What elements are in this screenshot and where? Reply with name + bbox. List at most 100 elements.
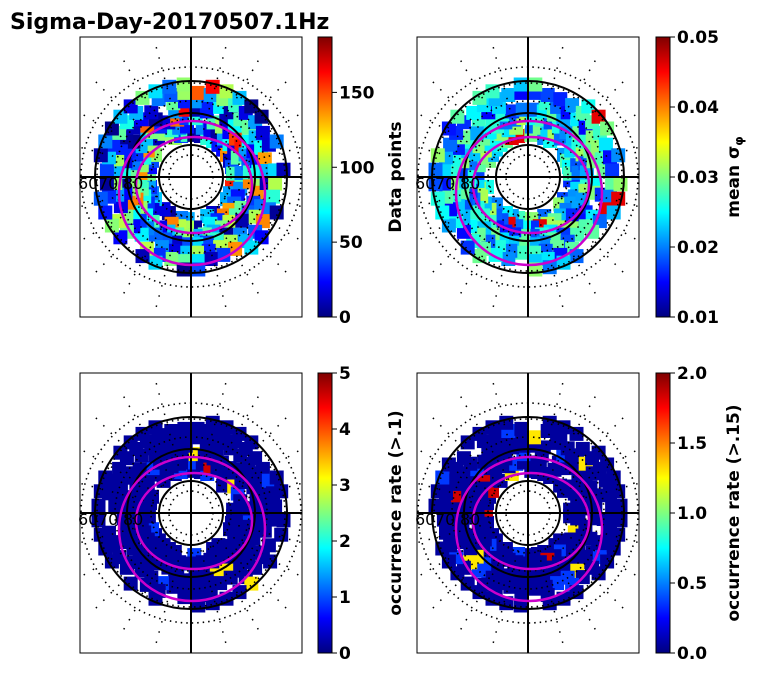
colorbar: 0.01 0.02 0.03 0.04 0.05 mean σφ: [655, 28, 746, 328]
colorbar-tick-label: 0.01: [677, 308, 719, 328]
colorbar-gradient: [655, 372, 671, 654]
oval-outer-contour: [454, 455, 604, 603]
latitude-label: 70: [98, 174, 118, 193]
colorbar-tick-label: 0.5: [677, 574, 707, 594]
heatmap-cell: [605, 163, 620, 178]
heatmap-cell: [456, 224, 471, 239]
colorbar: 0 50 100 150 Data points: [317, 36, 406, 328]
heatmap-cell: [592, 214, 607, 229]
heatmap-cell: [248, 451, 263, 466]
heatmap-cell: [113, 230, 128, 245]
heatmap-cell: [556, 420, 571, 435]
heatmap-cell: [600, 121, 615, 136]
heatmap-cell: [232, 585, 247, 600]
heatmap-cell: [435, 541, 450, 556]
heatmap-cell: [232, 426, 247, 441]
heatmap-cell: [443, 137, 458, 152]
figure-title: Sigma-Day-20170507.1Hz: [10, 10, 329, 35]
latitude-label: 70: [98, 510, 118, 529]
heatmap-cell: [266, 189, 280, 204]
colorbar-tick-label: 150: [339, 83, 375, 103]
polar-panel-3: 60 70 80 0 1 2 3 4 5 occurrence rate (>.1): [78, 364, 406, 664]
axes-frame: [416, 36, 640, 318]
heatmap-cell: [565, 98, 580, 113]
oval-inner-contour: [471, 471, 591, 571]
colorbar-tick-label: 100: [339, 158, 375, 178]
heatmap-cell: [166, 579, 181, 594]
colorbar-tick-label: 0: [339, 308, 351, 328]
heatmap-cell: [148, 591, 163, 606]
heatmap-cell: [466, 105, 481, 120]
heatmap-cell: [450, 566, 465, 581]
heatmap-cell: [98, 134, 113, 149]
heatmap-cell: [540, 88, 555, 102]
heatmap-cell: [190, 421, 205, 436]
heatmap-cell: [435, 205, 450, 220]
heatmap-cell: [135, 249, 150, 264]
heatmap-cell: [501, 88, 516, 102]
heatmap-cell: [436, 512, 451, 527]
colorbar-tick-label: 2.0: [677, 364, 707, 384]
latitude-label: 60: [415, 510, 435, 529]
axes-frame: [79, 372, 303, 654]
latitude-label: 70: [435, 510, 455, 529]
axes-frame: [416, 372, 640, 654]
heatmap-cell: [515, 245, 529, 260]
oval-outer-contour: [454, 119, 604, 267]
heatmap-cell: [255, 214, 270, 229]
oval-inner-contour: [134, 471, 254, 571]
colorbar-label: mean σφ: [724, 136, 746, 217]
colorbar-tick-label: 0.04: [677, 98, 719, 118]
plot-area: [80, 373, 302, 653]
heatmap-cell: [472, 426, 487, 441]
colorbar-tick-label: 5: [339, 364, 351, 384]
heatmap-cell: [177, 421, 192, 436]
heatmap-cell: [472, 249, 487, 264]
heatmap-cell: [469, 126, 484, 141]
heatmap-cell: [244, 576, 259, 591]
heatmap-cell: [190, 85, 205, 100]
heatmap-cell: [503, 579, 518, 594]
colorbar-tick-label: 0.05: [677, 28, 719, 48]
heatmap-cell: [148, 255, 163, 270]
heatmap-cell: [606, 470, 621, 485]
colorbar-tick-label: 1.5: [677, 434, 707, 454]
heatmap-cell: [99, 163, 114, 178]
heatmap-cell: [613, 498, 628, 513]
colorbar-label: occurrence rate (>.1): [386, 410, 406, 615]
heatmap-cell: [553, 92, 568, 107]
heatmap-cell: [98, 205, 113, 220]
heatmap-cell: [485, 84, 500, 99]
heatmap-cell: [148, 84, 163, 99]
heatmap-cell: [472, 585, 487, 600]
axes-frame: [79, 36, 303, 318]
heatmap-cell: [219, 84, 234, 99]
colorbar: 0.0 0.5 1.0 1.5 2.0 occurrence rate (>.15): [655, 364, 744, 664]
colorbar-label: occurrence rate (>.15): [724, 404, 744, 621]
heatmap-cell: [268, 176, 283, 191]
colorbar-tick-label: 1: [339, 588, 351, 608]
heatmap-cell: [600, 457, 615, 472]
heatmap-cell: [108, 500, 123, 514]
oval-inner-contour: [134, 135, 254, 235]
heatmap-cell: [276, 162, 291, 177]
latitude-label: 60: [415, 174, 435, 193]
colorbar-tick-label: 1.0: [677, 504, 707, 524]
latitude-label: 80: [123, 174, 143, 193]
heatmap-cell: [485, 591, 500, 606]
heatmap-cell: [598, 137, 613, 152]
latitude-label: 70: [435, 174, 455, 193]
colorbar-label: Data points: [386, 121, 406, 232]
heatmap-cell: [255, 125, 270, 140]
colorbar-tick-label: 0: [339, 644, 351, 664]
colorbar: 0 1 2 3 4 5 occurrence rate (>.1): [317, 364, 406, 664]
colorbar-tick-label: 0.02: [677, 238, 719, 258]
polar-panel-2: 60 70 80 0.01 0.02 0.03 0.04 0.05 mean σφ: [415, 28, 746, 328]
heatmap-cell: [514, 421, 529, 436]
heatmap-cell: [439, 525, 453, 540]
heatmap-cell: [269, 134, 284, 149]
heatmap-cell: [460, 240, 475, 255]
heatmap-cell: [232, 90, 247, 105]
heatmap-cell: [527, 581, 541, 596]
